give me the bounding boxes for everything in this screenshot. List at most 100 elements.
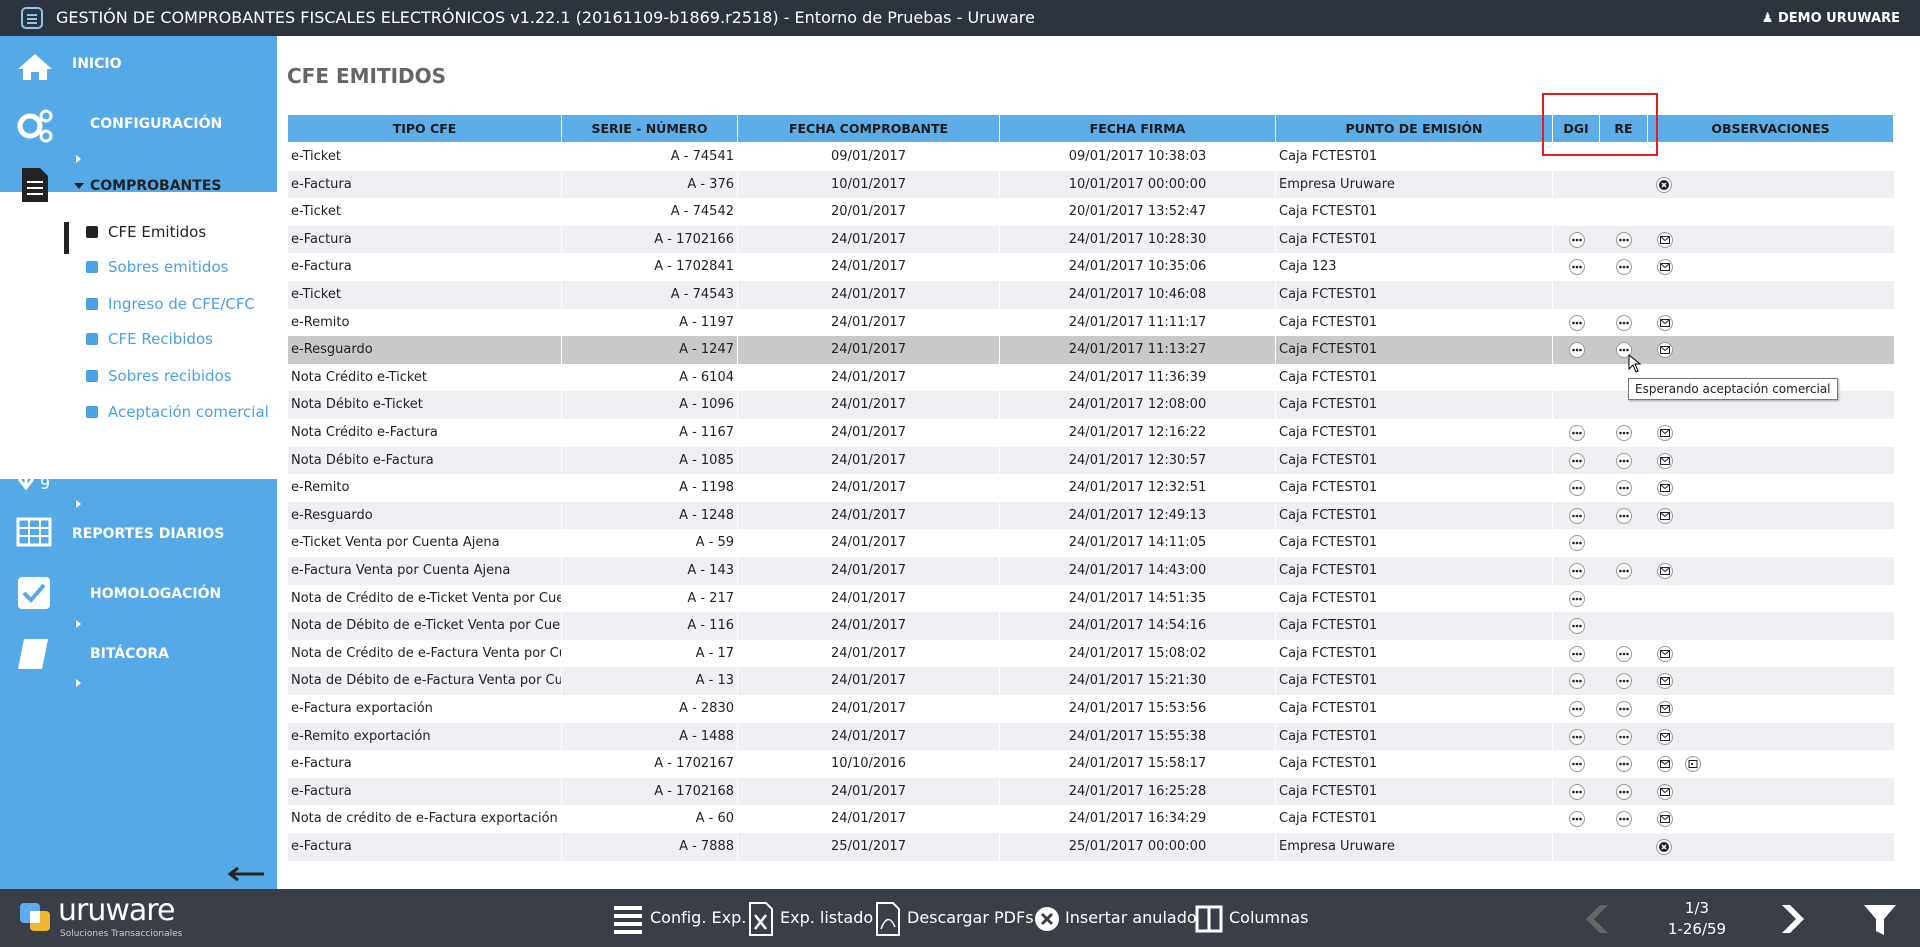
- footer-action[interactable]: Descargar PDFs: [907, 908, 1034, 927]
- dgi-status[interactable]: [1568, 562, 1586, 580]
- re-status[interactable]: [1615, 700, 1633, 718]
- mail-icon[interactable]: [1656, 231, 1674, 249]
- column-header[interactable]: SERIE - NÚMERO: [562, 115, 738, 142]
- column-header[interactable]: TIPO CFE: [288, 115, 562, 142]
- table-row[interactable]: e-Factura A - 1702168 24/01/2017 24/01/2017…: [288, 777, 1894, 806]
- mail-icon[interactable]: [1656, 755, 1674, 773]
- dgi-status[interactable]: [1568, 424, 1586, 442]
- dgi-status[interactable]: [1568, 617, 1586, 635]
- submenu-item[interactable]: CFE Recibidos: [108, 330, 213, 348]
- re-status[interactable]: [1615, 452, 1633, 470]
- table-row[interactable]: e-Factura A - 376 10/01/2017 10/01/2017 00:…: [288, 170, 1894, 199]
- mail-icon[interactable]: [1656, 314, 1674, 332]
- table-row[interactable]: e-Remito A - 1197 24/01/2017 24/01/2017 11:…: [288, 308, 1894, 337]
- mail-icon[interactable]: [1656, 700, 1674, 718]
- dgi-status[interactable]: [1568, 231, 1586, 249]
- re-status[interactable]: [1615, 258, 1633, 276]
- footer-action[interactable]: Config. Exp.: [650, 908, 747, 927]
- table-row[interactable]: e-Factura Venta por Cuenta Ajena A - 143 2…: [288, 557, 1894, 585]
- column-header[interactable]: RE: [1600, 115, 1648, 142]
- re-status[interactable]: [1615, 231, 1633, 249]
- re-status[interactable]: [1615, 314, 1633, 332]
- re-status[interactable]: [1615, 783, 1633, 801]
- submenu-item[interactable]: Ingreso de CFE/CFC: [108, 295, 256, 313]
- dgi-status[interactable]: [1568, 728, 1586, 746]
- table-row[interactable]: Nota de Crédito de e-Ticket Venta por Cu…: [288, 584, 1894, 613]
- submenu-item[interactable]: Sobres recibidos: [108, 367, 232, 385]
- dgi-status[interactable]: [1568, 452, 1586, 470]
- dgi-status[interactable]: [1568, 479, 1586, 497]
- user-menu[interactable]: ♟ DEMO URUWARE: [1761, 11, 1900, 26]
- menu-item[interactable]: REPORTES DIARIOS: [72, 526, 225, 542]
- dgi-status[interactable]: [1568, 590, 1586, 608]
- table-row[interactable]: e-Ticket Venta por Cuenta Ajena A - 59 24/…: [288, 529, 1894, 557]
- table-row[interactable]: e-Remito exportación A - 1488 24/01/2017 24…: [288, 722, 1894, 751]
- table-row[interactable]: Nota Crédito e-Ticket A - 6104 24/01/2017 2…: [288, 363, 1894, 392]
- calendar-icon[interactable]: [1684, 755, 1702, 773]
- table-row[interactable]: e-Factura A - 1702166 24/01/2017 24/01/2017…: [288, 225, 1894, 254]
- table-row[interactable]: e-Ticket A - 74542 20/01/2017 20/01/2017 13…: [288, 198, 1894, 226]
- cancel-icon[interactable]: [1655, 838, 1673, 856]
- dgi-status[interactable]: [1568, 672, 1586, 690]
- mail-icon[interactable]: [1656, 645, 1674, 663]
- column-header[interactable]: OBSERVACIONES: [1648, 115, 1894, 142]
- mail-icon[interactable]: [1656, 810, 1674, 828]
- table-row[interactable]: e-Resguardo A - 1248 24/01/2017 24/01/2017 …: [288, 501, 1894, 530]
- table-row[interactable]: Nota Crédito e-Factura A - 1167 24/01/2017…: [288, 419, 1894, 447]
- re-status[interactable]: [1615, 728, 1633, 746]
- re-status[interactable]: [1615, 645, 1633, 663]
- column-header[interactable]: PUNTO DE EMISIÓN: [1276, 115, 1553, 142]
- table-row[interactable]: Nota de Débito de e-Factura Venta por Cu…: [288, 667, 1894, 695]
- mail-icon[interactable]: [1656, 479, 1674, 497]
- table-row[interactable]: e-Remito A - 1198 24/01/2017 24/01/2017 12:…: [288, 474, 1894, 502]
- dgi-status[interactable]: [1568, 645, 1586, 663]
- column-header[interactable]: FECHA COMPROBANTE: [738, 115, 1000, 142]
- submenu-item[interactable]: CFE Emitidos: [108, 223, 207, 241]
- table-row[interactable]: e-Factura A - 1702167 10/10/2016 24/01/2017…: [288, 750, 1894, 778]
- menu-item[interactable]: CAES: [90, 466, 131, 482]
- table-row[interactable]: Nota de Crédito de e-Factura Venta por C…: [288, 639, 1894, 668]
- column-header[interactable]: DGI: [1553, 115, 1600, 142]
- menu-item[interactable]: INICIO: [72, 56, 122, 72]
- table-row[interactable]: e-Factura A - 1702841 24/01/2017 24/01/2017…: [288, 253, 1894, 281]
- re-status[interactable]: [1615, 341, 1633, 359]
- cancel-icon[interactable]: [1655, 176, 1673, 194]
- mail-icon[interactable]: [1656, 728, 1674, 746]
- dgi-status[interactable]: [1568, 341, 1586, 359]
- table-row[interactable]: e-Factura exportación A - 2830 24/01/2017 2…: [288, 695, 1894, 723]
- dgi-status[interactable]: [1568, 783, 1586, 801]
- dgi-status[interactable]: [1568, 314, 1586, 332]
- mail-icon[interactable]: [1656, 783, 1674, 801]
- re-status[interactable]: [1615, 562, 1633, 580]
- mail-icon[interactable]: [1656, 452, 1674, 470]
- re-status[interactable]: [1615, 755, 1633, 773]
- submenu-item[interactable]: Sobres emitidos: [108, 258, 229, 276]
- table-row[interactable]: Nota Débito e-Ticket A - 1096 24/01/2017 24…: [288, 391, 1894, 419]
- footer-action[interactable]: Columnas: [1229, 908, 1309, 927]
- mail-icon[interactable]: [1656, 562, 1674, 580]
- mail-icon[interactable]: [1656, 507, 1674, 525]
- dgi-status[interactable]: [1568, 534, 1586, 552]
- dgi-status[interactable]: [1568, 755, 1586, 773]
- menu-item[interactable]: CONFIGURACIÓN: [90, 116, 223, 132]
- dgi-status[interactable]: [1568, 700, 1586, 718]
- re-status[interactable]: [1615, 810, 1633, 828]
- table-row[interactable]: e-Factura A - 7888 25/01/2017 25/01/2017 00…: [288, 833, 1894, 861]
- table-row[interactable]: e-Ticket A - 74543 24/01/2017 24/01/2017 10…: [288, 281, 1894, 309]
- table-row[interactable]: e-Resguardo A - 1247 24/01/2017 24/01/2017 …: [288, 336, 1894, 364]
- mail-icon[interactable]: [1656, 258, 1674, 276]
- footer-action[interactable]: Insertar anulado: [1065, 908, 1197, 927]
- table-row[interactable]: Nota de Débito de e-Ticket Venta por Cue…: [288, 612, 1894, 640]
- mail-icon[interactable]: [1656, 341, 1674, 359]
- column-header[interactable]: FECHA FIRMA: [1000, 115, 1276, 142]
- footer-action[interactable]: Exp. listado: [780, 908, 874, 927]
- table-row[interactable]: Nota de crédito de e-Factura exportación…: [288, 805, 1894, 833]
- dgi-status[interactable]: [1568, 810, 1586, 828]
- re-status[interactable]: [1615, 672, 1633, 690]
- menu-item[interactable]: BITÁCORA: [90, 646, 169, 662]
- mail-icon[interactable]: [1656, 672, 1674, 690]
- dgi-status[interactable]: [1568, 507, 1586, 525]
- menu-item[interactable]: HOMOLOGACIÓN: [90, 586, 222, 602]
- table-row[interactable]: e-Ticket A - 74541 09/01/2017 09/01/2017 10…: [288, 143, 1894, 171]
- re-status[interactable]: [1615, 507, 1633, 525]
